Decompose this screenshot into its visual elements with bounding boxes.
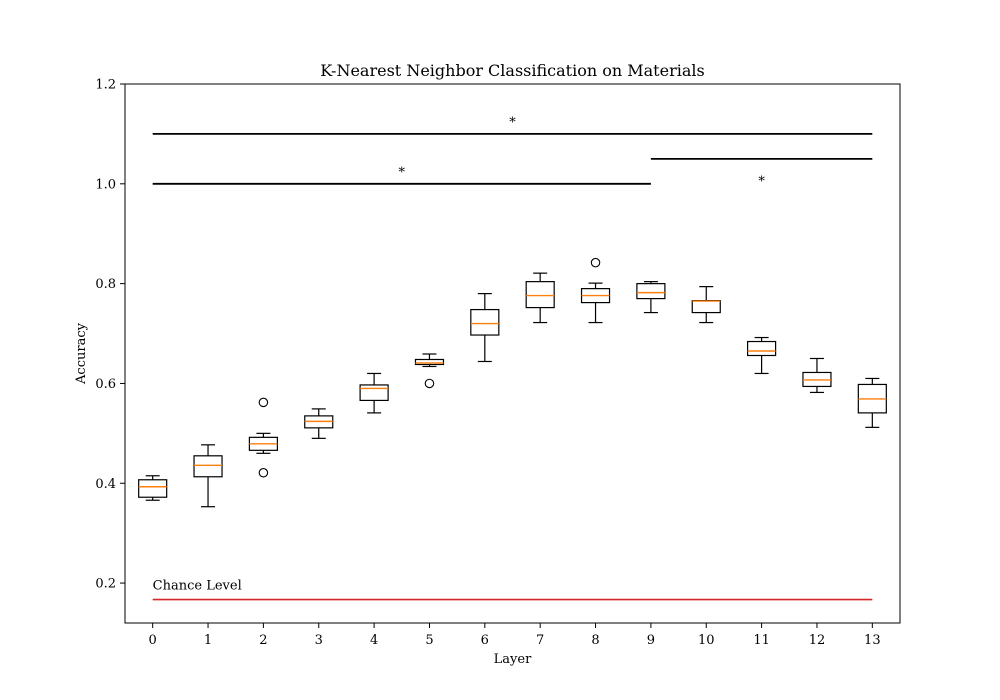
outlier-point [258,397,269,408]
x-axis: 0 1 2 3 4 5 6 7 8 9 10 11 12 13 [149,623,881,648]
significance-marker: * [758,174,765,189]
x-tick-label: 10 [698,633,715,648]
box-layer-12 [802,357,832,394]
box-layer-8 [580,257,611,324]
box-layer-5 [414,353,445,389]
iqr-box [359,384,389,402]
significance-marker: * [399,165,406,180]
box-layer-1 [193,444,223,508]
x-tick-label: 2 [259,633,267,648]
x-tick-label: 11 [753,633,770,648]
y-tick-label: 1.2 [95,78,116,93]
outlier-point [590,257,601,268]
x-tick-label: 7 [536,633,544,648]
box-layer-7 [525,272,555,324]
x-tick-label: 1 [204,633,212,648]
outlier-point [424,378,435,389]
box-layer-11 [747,336,777,375]
significance-marker: * [509,115,516,130]
x-tick-label: 0 [149,633,157,648]
iqr-box [691,299,721,314]
y-tick-label: 0.4 [95,477,116,492]
chart-title: K-Nearest Neighbor Classification on Mat… [320,61,704,80]
iqr-box [636,283,666,300]
plot-frame [124,83,901,624]
box-layer-0 [138,475,168,501]
x-tick-label: 6 [481,633,489,648]
iqr-box [138,479,168,498]
iqr-box [414,358,445,366]
y-tick-label: 0.6 [95,377,116,392]
iqr-box [525,281,555,309]
x-tick-label: 5 [425,633,433,648]
y-axis: 0.2 0.4 0.6 0.8 1.0 1.2 [95,78,125,592]
x-axis-label: Layer [494,652,532,667]
x-tick-label: 12 [809,633,826,648]
y-axis-label: Accuracy [74,322,89,385]
box-layer-10 [691,286,721,324]
box-layer-4 [359,372,389,414]
x-tick-label: 13 [864,633,881,648]
box-layer-6 [470,293,500,363]
y-tick-label: 1.0 [95,177,116,192]
chance-level-label: Chance Level [153,579,242,594]
y-tick-label: 0.8 [95,277,116,292]
box-layer-13 [857,377,887,428]
y-tick-label: 0.2 [95,577,116,592]
x-tick-label: 3 [315,633,323,648]
x-tick-label: 8 [591,633,599,648]
box-layer-2 [248,397,278,478]
iqr-box [193,455,223,478]
iqr-box [747,340,777,357]
x-tick-label: 4 [370,633,378,648]
x-tick-label: 9 [647,633,655,648]
box-layer-9 [636,281,666,314]
iqr-box [470,308,500,336]
box-layer-3 [304,408,334,439]
outlier-point [258,468,269,478]
plot-area: Chance Level * * * [138,115,887,601]
